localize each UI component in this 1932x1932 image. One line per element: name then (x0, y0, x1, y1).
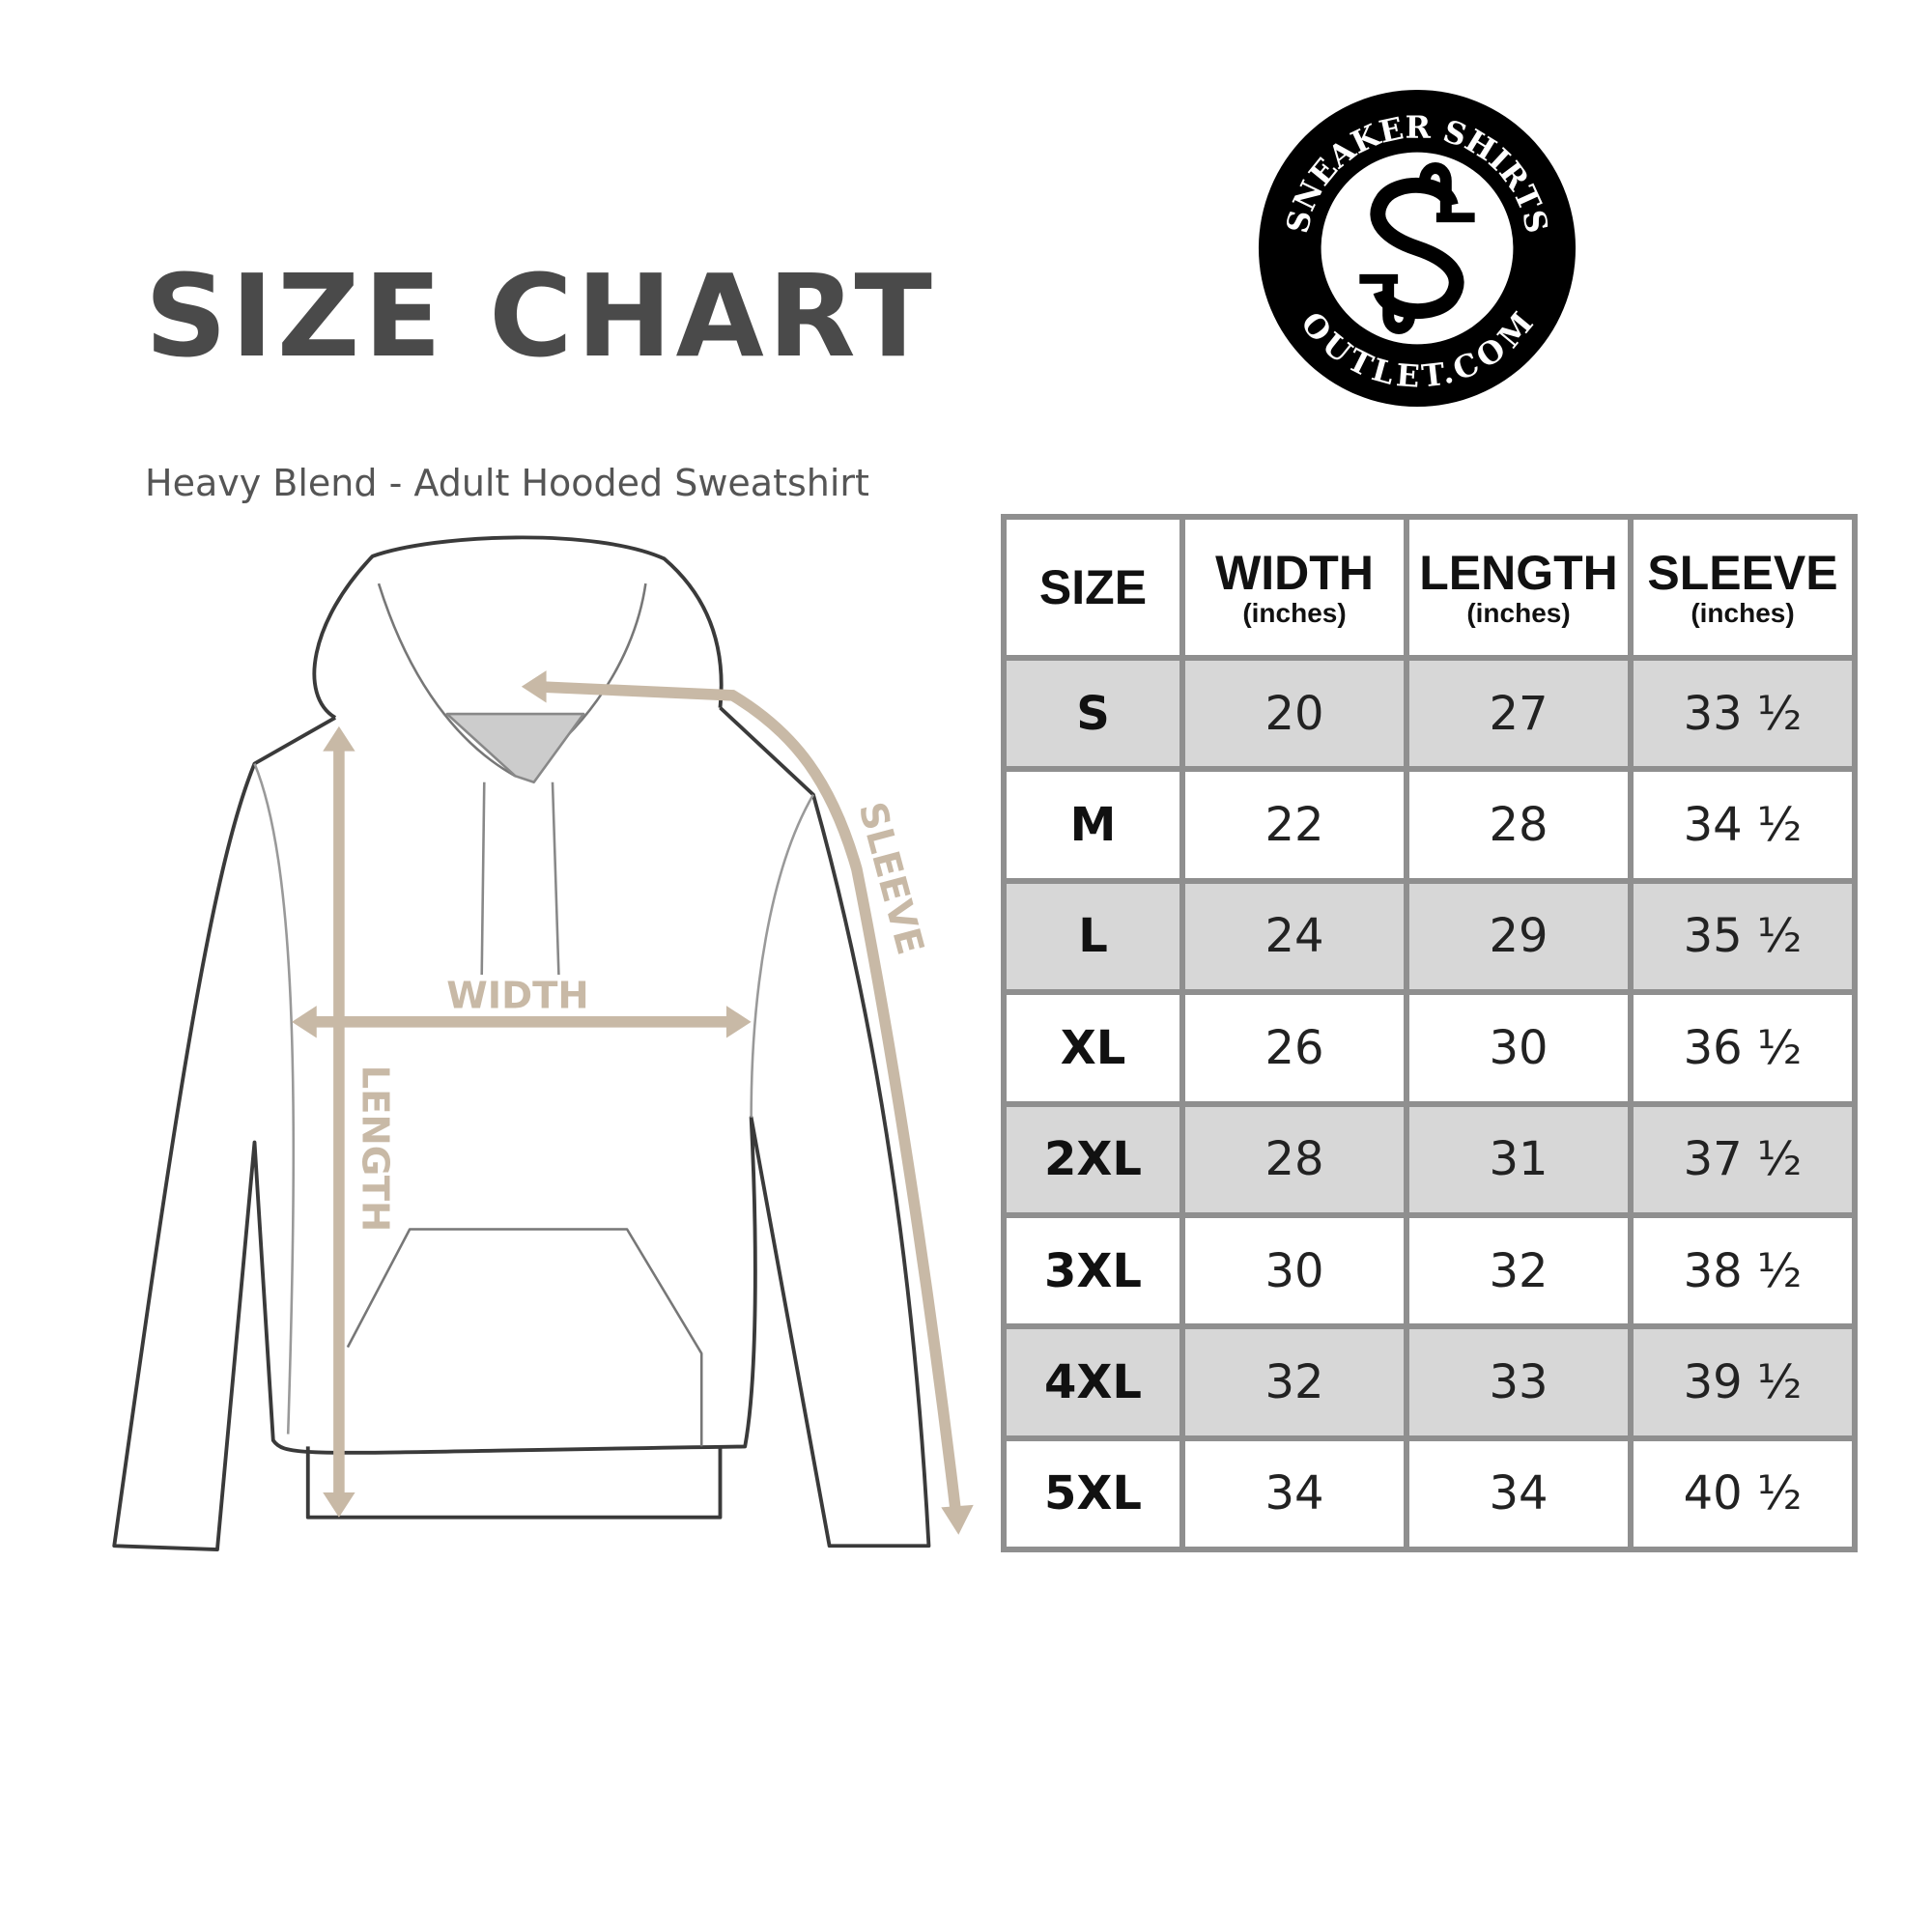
cell-size: L (1001, 877, 1185, 996)
cell-sleeve: 39 ½ (1628, 1323, 1858, 1441)
cell-size: M (1001, 766, 1185, 884)
cell-width: 34 (1179, 1435, 1409, 1553)
table-row: L 24 29 35 ½ (1001, 877, 1858, 996)
cell-length: 31 (1404, 1100, 1634, 1218)
cell-width: 24 (1179, 877, 1409, 996)
table-row: 5XL 34 34 40 ½ (1001, 1435, 1858, 1553)
measurement-arrows (292, 670, 974, 1535)
cell-sleeve: 33 ½ (1628, 654, 1858, 773)
cell-width: 20 (1179, 654, 1409, 773)
cell-width: 26 (1179, 989, 1409, 1107)
cell-sleeve: 34 ½ (1628, 766, 1858, 884)
column-header-size: SIZE (1001, 514, 1185, 661)
sleeve-arrow (530, 681, 962, 1520)
cell-sleeve: 36 ½ (1628, 989, 1858, 1107)
cell-length: 27 (1404, 654, 1634, 773)
table-row: 2XL 28 31 37 ½ (1001, 1100, 1858, 1218)
cell-length: 30 (1404, 989, 1634, 1107)
page-subtitle: Heavy Blend - Adult Hooded Sweatshirt (145, 462, 869, 504)
cell-length: 33 (1404, 1323, 1634, 1441)
width-label: WIDTH (446, 975, 588, 1018)
brand-logo: SNEAKER SHIRTS OUTLET.COM (1258, 89, 1577, 408)
table-row: 3XL 30 32 38 ½ (1001, 1211, 1858, 1330)
cell-size: S (1001, 654, 1185, 773)
column-header-width: WIDTH (inches) (1179, 514, 1409, 661)
cell-width: 28 (1179, 1100, 1409, 1218)
cell-length: 34 (1404, 1435, 1634, 1553)
cell-size: 3XL (1001, 1211, 1185, 1330)
table-row: S 20 27 33 ½ (1001, 654, 1858, 773)
size-table: SIZE WIDTH (inches) LENGTH (inches) SLEEVE… (1001, 514, 1858, 1553)
cell-sleeve: 38 ½ (1628, 1211, 1858, 1330)
table-row: XL 26 30 36 ½ (1001, 989, 1858, 1107)
cell-size: 2XL (1001, 1100, 1185, 1218)
cell-size: 5XL (1001, 1435, 1185, 1553)
cell-width: 30 (1179, 1211, 1409, 1330)
logo-monogram (1359, 162, 1475, 334)
table-header-row: SIZE WIDTH (inches) LENGTH (inches) SLEEVE… (1001, 514, 1858, 661)
page-title: SIZE CHART (145, 249, 936, 383)
cell-width: 22 (1179, 766, 1409, 884)
cell-sleeve: 40 ½ (1628, 1435, 1858, 1553)
cell-size: XL (1001, 989, 1185, 1107)
cell-length: 32 (1404, 1211, 1634, 1330)
cell-length: 29 (1404, 877, 1634, 996)
table-row: 4XL 32 33 39 ½ (1001, 1323, 1858, 1441)
table-row: M 22 28 34 ½ (1001, 766, 1858, 884)
column-header-length: LENGTH (inches) (1404, 514, 1634, 661)
cell-size: 4XL (1001, 1323, 1185, 1441)
hoodie-outline (112, 535, 931, 1552)
cell-width: 32 (1179, 1323, 1409, 1441)
cell-length: 28 (1404, 766, 1634, 884)
cell-sleeve: 37 ½ (1628, 1100, 1858, 1218)
length-label: LENGTH (353, 1065, 396, 1233)
column-header-sleeve: SLEEVE (inches) (1628, 514, 1858, 661)
cell-sleeve: 35 ½ (1628, 877, 1858, 996)
